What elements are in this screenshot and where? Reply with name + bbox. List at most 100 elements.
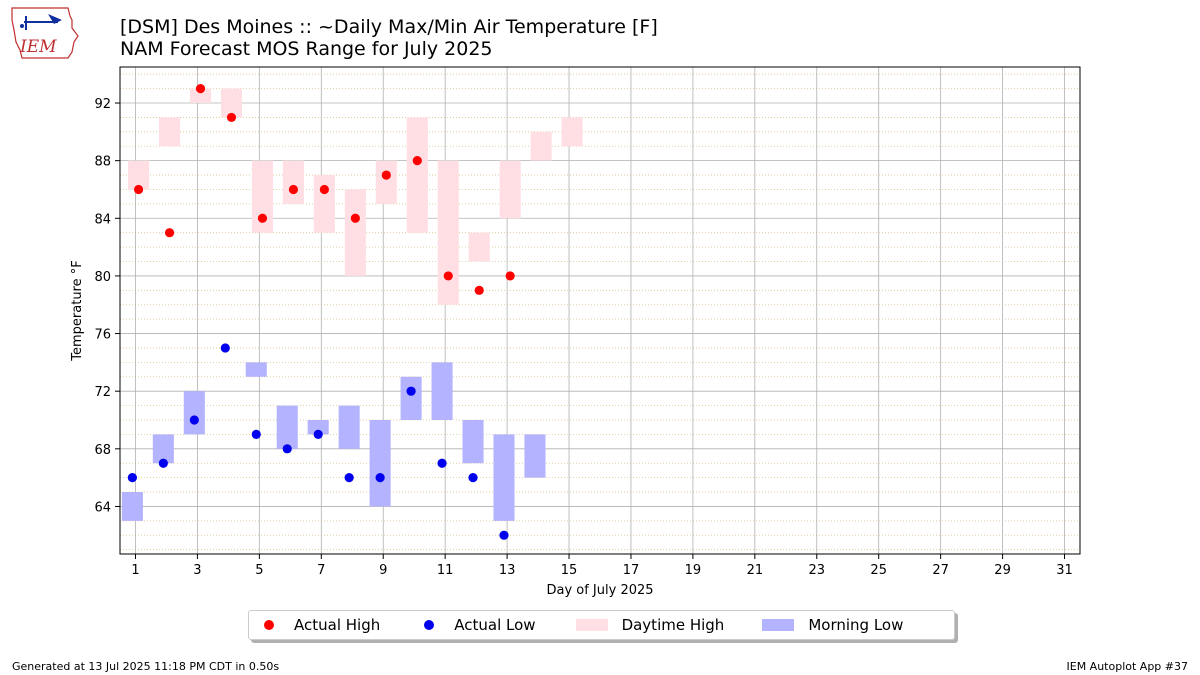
- morning-low-range-bar: [369, 420, 391, 507]
- daytime-high-range-bar: [561, 117, 583, 147]
- actual-low-point: [158, 458, 168, 468]
- legend-patch-morning-low: [762, 619, 795, 631]
- actual-high-point: [381, 170, 391, 180]
- x-tick-label: 21: [747, 563, 764, 578]
- actual-low-point: [344, 473, 354, 483]
- daytime-high-range-bar: [128, 160, 150, 190]
- daytime-high-range-bar: [282, 160, 304, 204]
- iem-logo: IEM: [11, 7, 79, 59]
- actual-low-point: [499, 530, 509, 540]
- morning-low-range-bar: [462, 420, 484, 464]
- morning-low-range-bar: [524, 434, 546, 478]
- actual-high-point: [474, 285, 484, 295]
- legend-item-actual-high: Actual High: [249, 616, 424, 634]
- y-tick-label: 92: [94, 97, 111, 112]
- morning-low-range-bar: [245, 362, 267, 377]
- y-axis-label: Temperature °F: [70, 260, 85, 361]
- actual-high-point: [319, 184, 329, 195]
- y-tick-label: 64: [94, 500, 111, 515]
- legend-item-daytime-high: Daytime High: [570, 616, 757, 634]
- x-tick-label: 3: [193, 563, 201, 578]
- legend-label-daytime-high: Daytime High: [621, 616, 725, 634]
- daytime-high-range-bar: [468, 232, 490, 262]
- actual-low-point: [437, 458, 447, 468]
- x-tick-label: 11: [437, 563, 454, 578]
- actual-high-point: [195, 84, 206, 94]
- actual-high-point: [164, 228, 175, 238]
- x-tick-label: 27: [932, 563, 949, 578]
- x-tick-label: 23: [809, 563, 826, 578]
- actual-low-point: [406, 386, 416, 396]
- morning-low-range-bar: [121, 492, 143, 521]
- x-tick-label: 31: [1056, 563, 1073, 578]
- y-tick-label: 68: [94, 443, 111, 458]
- daytime-high-range-bar: [220, 88, 243, 118]
- daytime-high-range-bar: [251, 160, 273, 233]
- actual-low-point: [127, 473, 137, 483]
- morning-low-range-bar: [276, 405, 298, 449]
- daytime-high-range-bar: [189, 88, 212, 104]
- actual-high-point: [226, 112, 237, 123]
- daytime-high-range-bar: [406, 117, 428, 233]
- x-tick-label: 13: [499, 563, 516, 578]
- y-tick-label: 84: [94, 212, 111, 227]
- actual-low-point: [313, 429, 323, 440]
- actual-high-point: [288, 184, 299, 195]
- x-tick-label: 19: [685, 563, 702, 578]
- x-tick-label: 29: [994, 563, 1011, 578]
- daytime-high-range-bar: [437, 160, 459, 305]
- daytime-high-range-bar: [159, 117, 181, 147]
- chart-legend: Actual High Actual Low Daytime High Morn…: [248, 610, 955, 640]
- morning-low-range-bar: [493, 434, 515, 521]
- x-tick-label: 9: [379, 563, 387, 578]
- y-tick-label: 88: [94, 155, 111, 170]
- actual-high-point: [257, 213, 268, 223]
- legend-label-actual-high: Actual High: [294, 616, 381, 634]
- generated-timestamp: Generated at 13 Jul 2025 11:18 PM CDT in…: [12, 660, 280, 673]
- temperature-chart: 1 3 5 7 9 11 13 15 17 19 21 23 25 27 29 316468727680848…: [70, 66, 1081, 598]
- legend-marker-actual-low: [424, 620, 435, 630]
- legend-item-morning-low: Morning Low: [756, 616, 903, 634]
- morning-low-range-bar: [400, 376, 422, 421]
- y-tick-label: 76: [94, 328, 111, 343]
- actual-high-point: [350, 213, 360, 223]
- actual-high-point: [412, 156, 422, 166]
- x-axis-label: Day of July 2025: [546, 583, 653, 598]
- daytime-high-range-bar: [499, 160, 521, 219]
- actual-low-point: [220, 343, 230, 353]
- plot-frame: [119, 66, 1081, 555]
- svg-text:IEM: IEM: [19, 37, 57, 57]
- y-tick-label: 72: [94, 385, 111, 400]
- app-id-label: IEM Autoplot App #37: [1066, 660, 1189, 673]
- actual-low-point: [375, 473, 385, 483]
- chart-title: [DSM] Des Moines :: ~Daily Max/Min Air T…: [120, 16, 658, 60]
- chart-title-line1: [DSM] Des Moines :: ~Daily Max/Min Air T…: [120, 16, 658, 38]
- actual-low-point: [468, 473, 478, 483]
- actual-high-point: [443, 271, 453, 281]
- x-tick-label: 1: [131, 563, 139, 578]
- actual-low-point: [189, 415, 199, 425]
- legend-marker-actual-high: [264, 620, 274, 630]
- morning-low-range-bar: [431, 362, 453, 421]
- x-tick-label: 17: [623, 563, 640, 578]
- chart-title-line2: NAM Forecast MOS Range for July 2025: [120, 38, 493, 60]
- daytime-high-range-bar: [313, 175, 335, 233]
- legend-patch-daytime-high: [575, 619, 608, 631]
- daytime-high-range-bar: [344, 189, 366, 276]
- actual-high-point: [505, 271, 515, 281]
- y-tick-label: 80: [94, 270, 111, 285]
- actual-low-point: [282, 444, 292, 454]
- x-tick-label: 15: [561, 563, 578, 578]
- legend-item-actual-low: Actual Low: [424, 616, 569, 634]
- morning-low-range-bar: [152, 434, 174, 464]
- morning-low-range-bar: [307, 420, 329, 435]
- morning-low-range-bar: [338, 405, 360, 449]
- daytime-high-range-bar: [530, 131, 552, 161]
- x-tick-label: 7: [317, 563, 325, 578]
- actual-low-point: [251, 429, 261, 440]
- morning-low-range-bar: [183, 391, 205, 435]
- actual-high-point: [133, 184, 144, 195]
- x-tick-label: 5: [255, 563, 263, 578]
- legend-label-actual-low: Actual Low: [454, 616, 536, 634]
- daytime-high-range-bar: [375, 160, 397, 204]
